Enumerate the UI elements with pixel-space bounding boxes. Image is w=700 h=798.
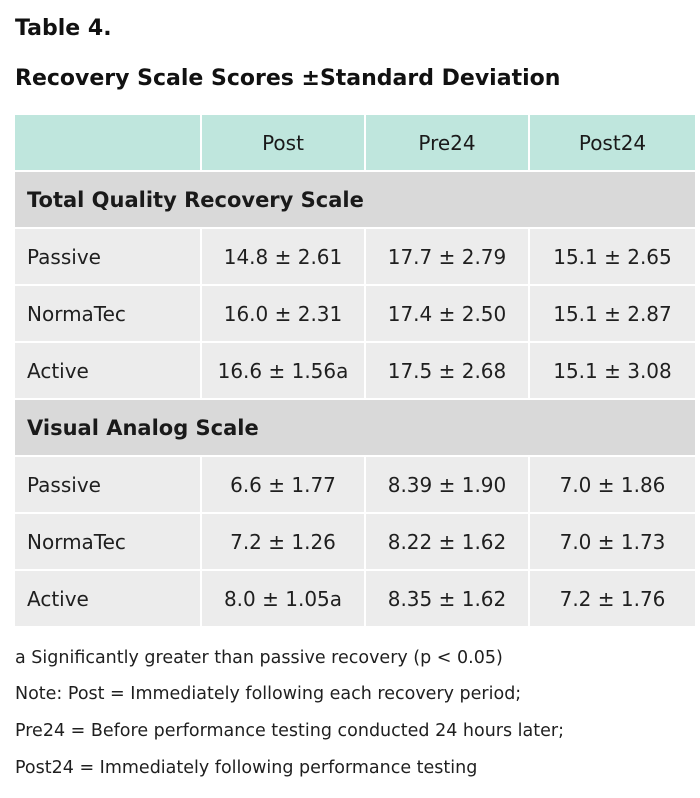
table-row: Passive 6.6 ± 1.77 8.39 ± 1.90 7.0 ± 1.8… xyxy=(15,457,695,514)
row-label: Active xyxy=(15,343,202,400)
row-label: Passive xyxy=(15,229,202,286)
cell-post: 6.6 ± 1.77 xyxy=(202,457,366,514)
table-row: Active 16.6 ± 1.56a 17.5 ± 2.68 15.1 ± 3… xyxy=(15,343,695,400)
scores-table: Post Pre24 Post24 Total Quality Recovery… xyxy=(15,115,695,628)
cell-post24: 15.1 ± 2.65 xyxy=(530,229,695,286)
table-title: Recovery Scale Scores ±Standard Deviatio… xyxy=(15,66,561,91)
cell-post24: 7.0 ± 1.73 xyxy=(530,514,695,571)
footnote-post24: Post24 = Immediately following performan… xyxy=(15,758,478,778)
row-label: NormaTec xyxy=(15,286,202,343)
header-cell-pre24: Pre24 xyxy=(366,115,530,172)
section-row: Visual Analog Scale xyxy=(15,400,695,457)
cell-post: 16.6 ± 1.56a xyxy=(202,343,366,400)
table-row: NormaTec 7.2 ± 1.26 8.22 ± 1.62 7.0 ± 1.… xyxy=(15,514,695,571)
cell-post: 7.2 ± 1.26 xyxy=(202,514,366,571)
header-row: Post Pre24 Post24 xyxy=(15,115,695,172)
cell-post24: 7.0 ± 1.86 xyxy=(530,457,695,514)
cell-post24: 15.1 ± 3.08 xyxy=(530,343,695,400)
section-title-total-quality-recovery: Total Quality Recovery Scale xyxy=(15,172,695,229)
cell-pre24: 8.35 ± 1.62 xyxy=(366,571,530,628)
header-cell-empty xyxy=(15,115,202,172)
footnote-pre24: Pre24 = Before performance testing condu… xyxy=(15,721,564,741)
cell-post24: 15.1 ± 2.87 xyxy=(530,286,695,343)
cell-pre24: 8.39 ± 1.90 xyxy=(366,457,530,514)
cell-pre24: 17.7 ± 2.79 xyxy=(366,229,530,286)
row-label: Passive xyxy=(15,457,202,514)
cell-pre24: 8.22 ± 1.62 xyxy=(366,514,530,571)
header-cell-post24: Post24 xyxy=(530,115,695,172)
header-cell-post: Post xyxy=(202,115,366,172)
row-label: NormaTec xyxy=(15,514,202,571)
section-title-visual-analog: Visual Analog Scale xyxy=(15,400,695,457)
footnote-significance: a Significantly greater than passive rec… xyxy=(15,648,503,668)
cell-post: 14.8 ± 2.61 xyxy=(202,229,366,286)
row-label: Active xyxy=(15,571,202,628)
cell-pre24: 17.4 ± 2.50 xyxy=(366,286,530,343)
section-row: Total Quality Recovery Scale xyxy=(15,172,695,229)
footnote-post: Note: Post = Immediately following each … xyxy=(15,684,522,704)
cell-post: 8.0 ± 1.05a xyxy=(202,571,366,628)
table-label: Table 4. xyxy=(15,16,112,41)
cell-post: 16.0 ± 2.31 xyxy=(202,286,366,343)
table-row: NormaTec 16.0 ± 2.31 17.4 ± 2.50 15.1 ± … xyxy=(15,286,695,343)
table-row: Passive 14.8 ± 2.61 17.7 ± 2.79 15.1 ± 2… xyxy=(15,229,695,286)
cell-post24: 7.2 ± 1.76 xyxy=(530,571,695,628)
cell-pre24: 17.5 ± 2.68 xyxy=(366,343,530,400)
table-row: Active 8.0 ± 1.05a 8.35 ± 1.62 7.2 ± 1.7… xyxy=(15,571,695,628)
